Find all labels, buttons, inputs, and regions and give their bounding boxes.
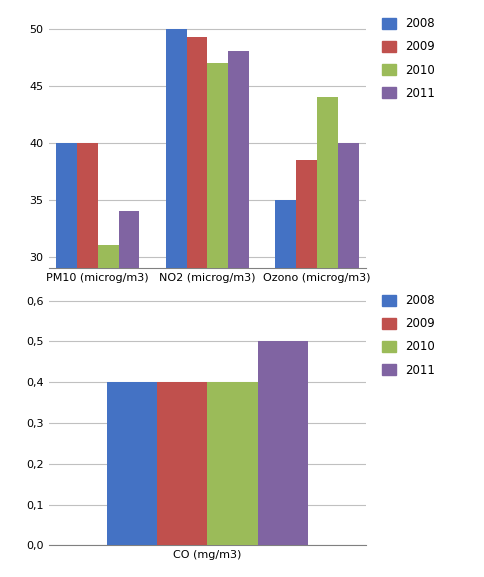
Bar [77,143,98,577]
Bar [119,211,139,577]
Legend: 2008, 2009, 2010, 2011: 2008, 2009, 2010, 2011 [381,294,434,377]
Bar [207,63,227,577]
Bar [56,143,77,577]
Legend: 2008, 2009, 2010, 2011: 2008, 2009, 2010, 2011 [381,17,434,100]
Bar [257,342,307,545]
Bar [275,200,295,577]
Bar [186,37,207,577]
Bar [166,29,186,577]
Bar [98,245,119,577]
Bar [337,143,358,577]
Bar [157,382,207,545]
Bar [295,160,316,577]
Bar [207,382,257,545]
Bar [227,51,248,577]
Bar [316,97,337,577]
Bar [106,382,157,545]
